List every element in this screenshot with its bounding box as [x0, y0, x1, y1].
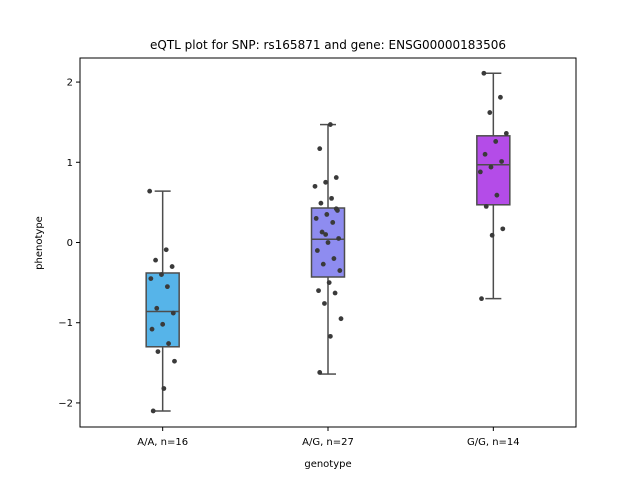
data-point	[148, 276, 154, 281]
data-point	[332, 290, 338, 296]
data-point	[327, 333, 333, 339]
data-point	[330, 220, 336, 225]
data-point	[333, 175, 339, 180]
x-tick-label: G/G, n=14	[467, 437, 520, 448]
data-point	[316, 288, 321, 294]
data-point	[313, 216, 319, 221]
data-point	[166, 341, 171, 346]
data-point	[149, 326, 155, 332]
data-point	[327, 122, 333, 127]
data-point	[477, 169, 483, 175]
data-point	[312, 183, 318, 189]
data-point	[331, 256, 337, 261]
data-point	[482, 151, 488, 157]
data-point	[322, 301, 327, 306]
data-point	[147, 188, 153, 194]
data-point	[483, 204, 489, 209]
data-point	[163, 247, 169, 253]
data-point	[154, 305, 160, 311]
data-point	[153, 257, 158, 263]
data-point	[500, 226, 506, 232]
data-point	[494, 192, 500, 198]
box-iqr	[476, 135, 511, 206]
data-point	[317, 146, 323, 152]
x-axis-label: genotype	[304, 459, 351, 470]
data-point	[324, 212, 330, 217]
data-point	[337, 268, 343, 273]
y-tick-label: 2	[67, 78, 73, 89]
data-point	[319, 229, 325, 235]
plot-area: −2 −1 0 1 2 A/A, n=16 A/G, n=27 G/G, n=14	[58, 70, 520, 448]
x-tick-label: A/A, n=16	[137, 437, 188, 448]
data-point	[314, 248, 320, 253]
y-tick-label: 0	[67, 238, 73, 249]
data-point	[499, 159, 505, 164]
data-point	[488, 164, 494, 170]
data-point	[169, 264, 175, 269]
data-point	[489, 232, 495, 238]
data-point	[161, 386, 167, 391]
box-iqr	[145, 272, 180, 348]
chart-title: eQTL plot for SNP: rs165871 and gene: EN…	[150, 38, 506, 52]
data-point	[150, 408, 156, 414]
data-point	[317, 370, 323, 375]
x-tick-label: A/G, n=27	[302, 437, 354, 448]
data-point	[338, 316, 344, 322]
data-point	[326, 280, 332, 286]
data-point	[503, 131, 509, 136]
data-point	[493, 139, 499, 144]
y-tick-label: −1	[58, 318, 73, 329]
data-point	[160, 321, 166, 327]
data-point	[318, 200, 324, 206]
y-tick-label: 1	[67, 158, 73, 169]
data-point	[325, 240, 331, 245]
y-axis-label: phenotype	[34, 216, 45, 270]
data-point	[336, 236, 342, 241]
data-point	[159, 272, 164, 277]
data-point	[479, 296, 484, 302]
data-point	[164, 284, 170, 290]
data-point	[498, 94, 503, 100]
data-point	[320, 261, 326, 267]
data-point	[333, 206, 339, 212]
data-point	[155, 349, 161, 354]
data-point	[329, 195, 334, 201]
y-tick-label: −2	[58, 398, 73, 409]
data-point	[172, 358, 177, 364]
data-point	[481, 70, 487, 76]
data-point	[323, 179, 329, 185]
data-point	[323, 232, 329, 237]
data-point	[170, 310, 176, 316]
plot-frame	[79, 57, 577, 428]
data-point	[487, 110, 493, 115]
